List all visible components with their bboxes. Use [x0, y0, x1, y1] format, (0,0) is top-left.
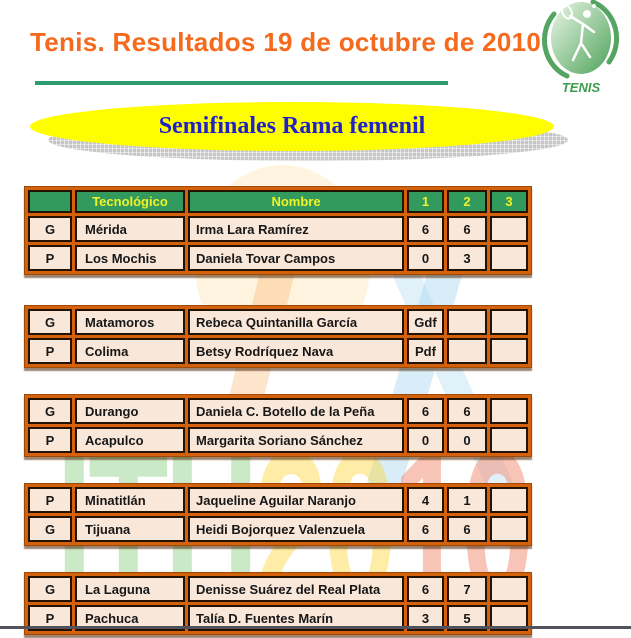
col-header-set1: 1: [407, 190, 444, 213]
set3-cell: [490, 427, 528, 453]
set3-cell: [490, 516, 528, 542]
set2-cell: 3: [447, 245, 487, 271]
result-cell: G: [28, 576, 72, 602]
table-row: P Colima Betsy Rodríquez Nava Pdf: [28, 338, 528, 364]
result-cell: P: [28, 427, 72, 453]
nombre-cell: Irma Lara Ramírez: [188, 216, 404, 242]
set1-cell: 0: [407, 245, 444, 271]
nombre-cell: Rebeca Quintanilla García: [188, 309, 404, 335]
logo-caption: TENIS: [562, 80, 601, 95]
tecnologico-cell: La Laguna: [75, 576, 185, 602]
set1-cell: Gdf: [407, 309, 444, 335]
result-cell: G: [28, 216, 72, 242]
section-banner-label: Semifinales Rama femenil: [158, 113, 426, 139]
set3-cell: [490, 216, 528, 242]
nombre-cell: Heidi Bojorquez Valenzuela: [188, 516, 404, 542]
table-row: G Mérida Irma Lara Ramírez 6 6: [28, 216, 528, 242]
set1-cell: 4: [407, 487, 444, 513]
set1-cell: Pdf: [407, 338, 444, 364]
set2-cell: 0: [447, 427, 487, 453]
col-header-set2: 2: [447, 190, 487, 213]
results-table-2: G Matamoros Rebeca Quintanilla García Gd…: [24, 305, 532, 368]
nombre-cell: Betsy Rodríquez Nava: [188, 338, 404, 364]
set3-cell: [490, 576, 528, 602]
set3-cell: [490, 487, 528, 513]
page-title: Tenis. Resultados 19 de octubre de 2010: [30, 27, 542, 57]
table-row: P Los Mochis Daniela Tovar Campos 0 3: [28, 245, 528, 271]
bottom-divider: [0, 626, 631, 629]
result-cell: G: [28, 398, 72, 424]
table-row: P Acapulco Margarita Soriano Sánchez 0 0: [28, 427, 528, 453]
set1-cell: 6: [407, 576, 444, 602]
col-header-tecnologico: Tecnológico: [75, 190, 185, 213]
table-row: G La Laguna Denisse Suárez del Real Plat…: [28, 576, 528, 602]
set2-cell: [447, 338, 487, 364]
nombre-cell: Daniela C. Botello de la Peña: [188, 398, 404, 424]
results-table-3: G Durango Daniela C. Botello de la Peña …: [24, 394, 532, 457]
set1-cell: 0: [407, 427, 444, 453]
nombre-cell: Daniela Tovar Campos: [188, 245, 404, 271]
table-row: G Matamoros Rebeca Quintanilla García Gd…: [28, 309, 528, 335]
tenis-logo-icon: TENIS: [541, 0, 620, 95]
result-cell: G: [28, 516, 72, 542]
table-row: G Durango Daniela C. Botello de la Peña …: [28, 398, 528, 424]
tecnologico-cell: Durango: [75, 398, 185, 424]
tecnologico-cell: Mérida: [75, 216, 185, 242]
set3-cell: [490, 245, 528, 271]
tecnologico-cell: Acapulco: [75, 427, 185, 453]
col-header-result: [28, 190, 72, 213]
tecnologico-cell: Los Mochis: [75, 245, 185, 271]
nombre-cell: Margarita Soriano Sánchez: [188, 427, 404, 453]
tecnologico-cell: Matamoros: [75, 309, 185, 335]
table-row: G Tijuana Heidi Bojorquez Valenzuela 6 6: [28, 516, 528, 542]
table-header-row: Tecnológico Nombre 1 2 3: [28, 190, 528, 213]
set2-cell: 1: [447, 487, 487, 513]
table-row: P Minatitlán Jaqueline Aguilar Naranjo 4…: [28, 487, 528, 513]
nombre-cell: Jaqueline Aguilar Naranjo: [188, 487, 404, 513]
set2-cell: 7: [447, 576, 487, 602]
results-table-1: Tecnológico Nombre 1 2 3 G Mérida Irma L…: [24, 186, 532, 275]
tecnologico-cell: Minatitlán: [75, 487, 185, 513]
set2-cell: 6: [447, 516, 487, 542]
set3-cell: [490, 398, 528, 424]
set1-cell: 6: [407, 398, 444, 424]
results-table-5: G La Laguna Denisse Suárez del Real Plat…: [24, 572, 532, 635]
set3-cell: [490, 309, 528, 335]
nombre-cell: Denisse Suárez del Real Plata: [188, 576, 404, 602]
set2-cell: 6: [447, 216, 487, 242]
set1-cell: 6: [407, 216, 444, 242]
set2-cell: [447, 309, 487, 335]
tecnologico-cell: Tijuana: [75, 516, 185, 542]
col-header-nombre: Nombre: [188, 190, 404, 213]
result-cell: P: [28, 487, 72, 513]
result-cell: G: [28, 309, 72, 335]
set1-cell: 6: [407, 516, 444, 542]
result-cell: P: [28, 338, 72, 364]
header-divider: [35, 81, 448, 85]
result-cell: P: [28, 245, 72, 271]
tecnologico-cell: Colima: [75, 338, 185, 364]
results-table-4: P Minatitlán Jaqueline Aguilar Naranjo 4…: [24, 483, 532, 546]
set2-cell: 6: [447, 398, 487, 424]
col-header-set3: 3: [490, 190, 528, 213]
set3-cell: [490, 338, 528, 364]
section-banner: Semifinales Rama femenil: [30, 102, 554, 151]
